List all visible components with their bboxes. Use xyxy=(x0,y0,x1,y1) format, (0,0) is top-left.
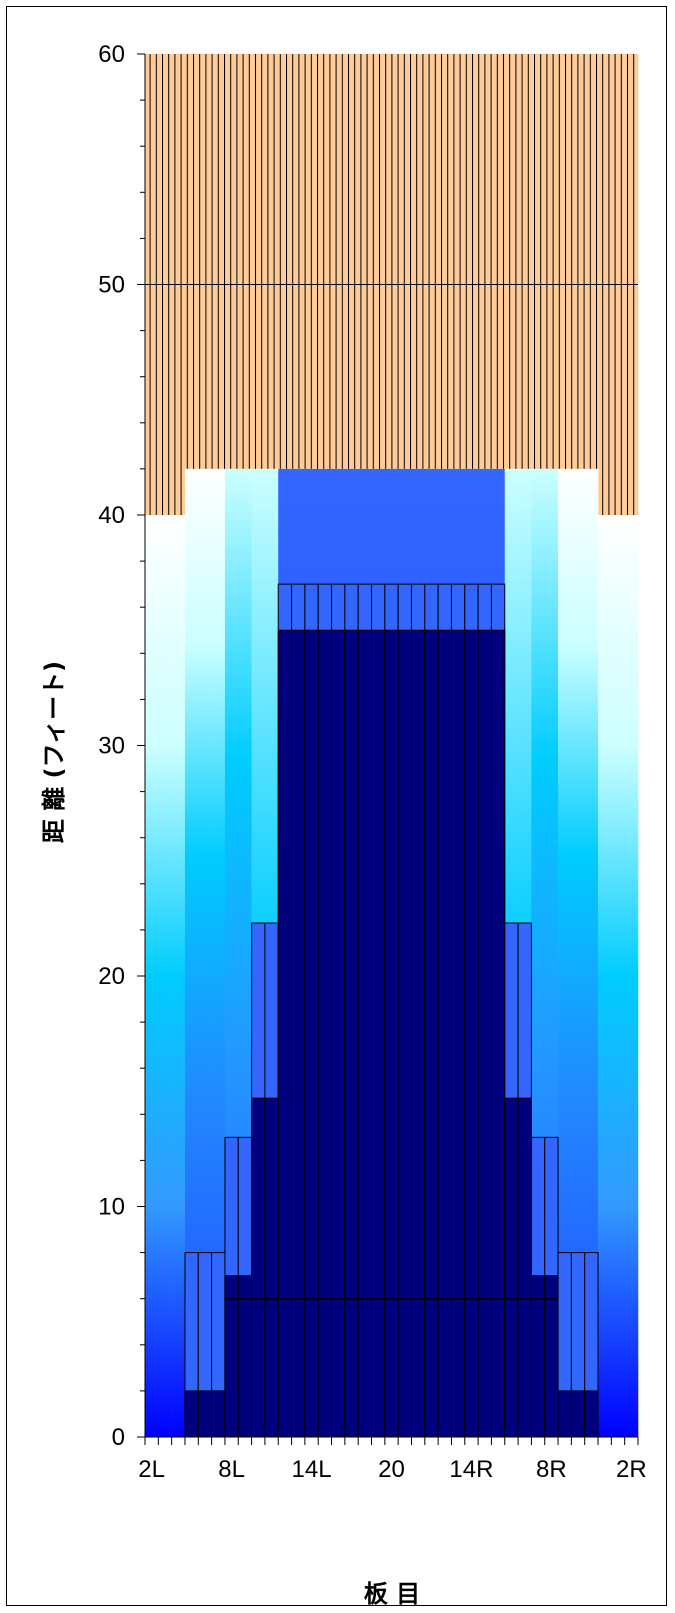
core-bar-13R xyxy=(477,629,492,1438)
orange-bar-5L xyxy=(184,54,199,469)
x-tick-label: 20 xyxy=(378,1456,405,1483)
y-tick-label: 30 xyxy=(98,733,125,760)
x-tick-label: 8R xyxy=(536,1456,567,1483)
core-bar-15L xyxy=(317,629,333,1438)
orange-bar-10L xyxy=(251,54,266,469)
core-bar-5R xyxy=(584,1390,599,1438)
orange-bar-19L xyxy=(371,54,386,469)
core-bar-10R xyxy=(517,1097,532,1438)
gradient-col-7R xyxy=(558,468,572,1437)
core-bar-5L xyxy=(184,1390,199,1438)
orange-bar-16R xyxy=(438,54,452,469)
orange-bar-6R xyxy=(571,54,586,469)
core-bar-7R xyxy=(557,1390,572,1438)
gradient-col-2R xyxy=(624,515,639,1437)
x-tick-label: 8L xyxy=(218,1456,245,1483)
plot-area xyxy=(145,54,639,1438)
orange-bar-10R xyxy=(518,54,532,469)
orange-bar-17L xyxy=(344,54,359,469)
core-bar-18R xyxy=(410,629,426,1438)
core-bar-8R xyxy=(544,1275,559,1438)
x-axis-title: 板 目 xyxy=(364,1580,420,1607)
core-bar-19R xyxy=(397,629,412,1438)
orange-bar-9R xyxy=(531,54,546,469)
y-tick-label: 0 xyxy=(112,1424,125,1451)
core-bar-14L xyxy=(304,629,319,1438)
orange-bar-8L xyxy=(224,54,239,469)
chart-svg: 0 10 20 30 40 50 60 2L 8L 14L 20 14R 8R 2R 板 目 距 離 (フ… xyxy=(40,41,647,1607)
orange-bar-20 xyxy=(384,54,399,469)
orange-bar-11L xyxy=(264,54,279,469)
y-axis-title: 距 離 (フィート) xyxy=(40,661,68,843)
x-tick-label: 2L xyxy=(138,1456,165,1483)
orange-bar-14R xyxy=(464,54,479,469)
orange-bar-19R xyxy=(398,54,412,469)
core-bar-19L xyxy=(371,629,386,1438)
orange-bar-15L xyxy=(318,54,332,469)
orange-bar-17R xyxy=(424,54,439,469)
y-tick-label: 50 xyxy=(98,272,125,299)
orange-bar-14L xyxy=(304,54,319,469)
core-bar-9R xyxy=(530,1275,546,1438)
core-bar-16L xyxy=(331,629,346,1438)
gradient-col-5R xyxy=(584,468,599,1437)
orange-bar-12L xyxy=(278,54,292,469)
x-tick-label: 2R xyxy=(616,1456,647,1483)
orange-bar-5R xyxy=(584,54,599,469)
y-tick-label: 20 xyxy=(98,963,125,990)
gradient-col-4R xyxy=(598,515,612,1437)
orange-bar-7L xyxy=(211,54,226,469)
x-tick-label: 14R xyxy=(449,1456,493,1483)
orange-bar-18R xyxy=(411,54,426,469)
gradient-col-3R xyxy=(611,515,625,1437)
orange-bar-9L xyxy=(238,54,252,469)
x-tick-label: 14L xyxy=(292,1456,332,1483)
gradient-col-7L xyxy=(211,468,226,1437)
core-bar-10L xyxy=(251,1097,266,1438)
gradient-col-5L xyxy=(184,468,199,1437)
orange-bar-7R xyxy=(558,54,572,469)
gradient-col-4L xyxy=(171,515,186,1437)
core-bar-11R xyxy=(504,1097,519,1438)
chart-frame: 0 10 20 30 40 50 60 2L 8L 14L 20 14R 8R 2R 板 目 距 離 (フ… xyxy=(6,6,667,1607)
gradient-col-6R xyxy=(571,468,586,1437)
core-bar-6L xyxy=(197,1390,213,1438)
gradient-col-2L xyxy=(145,515,159,1437)
y-tick-label: 40 xyxy=(98,502,125,529)
core-bar-17R xyxy=(424,629,439,1438)
orange-bar-11R xyxy=(504,54,519,469)
core-bar-11L xyxy=(264,1097,279,1438)
core-bar-7L xyxy=(211,1390,226,1438)
orange-bar-16L xyxy=(331,54,346,469)
core-bar-18L xyxy=(357,629,373,1438)
core-bar-8L xyxy=(224,1275,239,1438)
core-bar-9L xyxy=(237,1275,253,1438)
gradient-col-3L xyxy=(158,515,172,1437)
orange-bar-13L xyxy=(291,54,306,469)
core-bar-13L xyxy=(291,629,306,1438)
orange-bar-6L xyxy=(198,54,212,469)
gradient-col-6L xyxy=(198,468,212,1437)
y-tick-label: 60 xyxy=(98,41,125,68)
orange-bar-18L xyxy=(358,54,372,469)
core-bar-20 xyxy=(384,629,399,1438)
core-bar-15R xyxy=(450,629,466,1438)
core-bar-14R xyxy=(464,629,479,1438)
axes: 0 10 20 30 40 50 60 2L 8L 14L 20 14R 8R 2R xyxy=(98,41,646,1483)
orange-bar-12R xyxy=(491,54,506,469)
core-bar-6R xyxy=(570,1390,586,1438)
y-tick-label: 10 xyxy=(98,1194,125,1221)
core-bar-17L xyxy=(344,629,359,1438)
core-bar-12L xyxy=(277,629,293,1438)
orange-bar-13R xyxy=(478,54,492,469)
orange-bar-8R xyxy=(544,54,559,469)
core-bar-12R xyxy=(490,629,506,1438)
core-bar-16R xyxy=(437,629,452,1438)
orange-bar-15R xyxy=(451,54,466,469)
